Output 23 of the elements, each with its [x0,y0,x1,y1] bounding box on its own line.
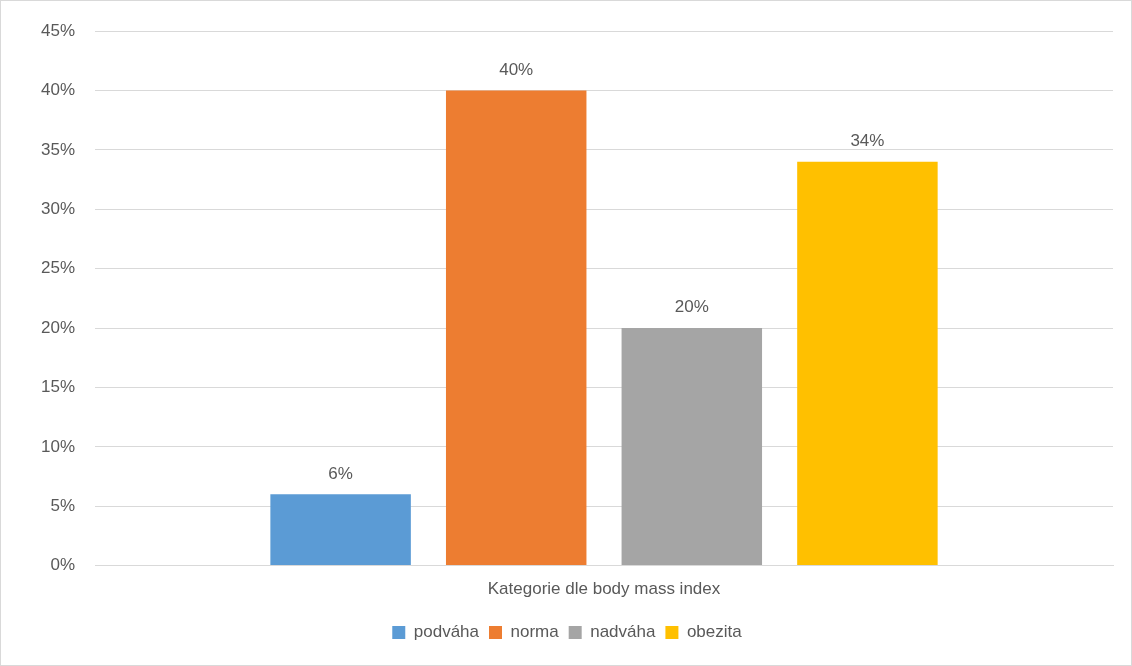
data-label: 6% [328,463,353,483]
legend-label: nadváha [590,622,656,642]
y-tick-label: 45% [40,20,76,40]
y-tick-label: 20% [40,317,76,337]
data-label: 40% [499,59,534,79]
bar [797,161,938,566]
y-tick-label: 30% [40,199,76,219]
x-tick-label: Kategorie dle body mass index [487,579,721,599]
bar [270,494,411,566]
legend-label: podváha [413,622,480,642]
y-tick-label: 0% [50,555,76,575]
data-label: 34% [850,131,885,151]
y-tick-label: 35% [40,139,76,159]
legend-label: norma [510,622,560,642]
data-label: 20% [674,297,709,317]
bar [621,328,763,566]
y-tick-label: 40% [40,80,76,100]
y-tick-label: 10% [40,436,76,456]
y-tick-label: 5% [50,495,76,515]
y-tick-label: 25% [40,258,76,278]
y-tick-label: 15% [40,377,76,397]
legend-label: obezita [686,622,743,642]
bar [445,90,587,566]
